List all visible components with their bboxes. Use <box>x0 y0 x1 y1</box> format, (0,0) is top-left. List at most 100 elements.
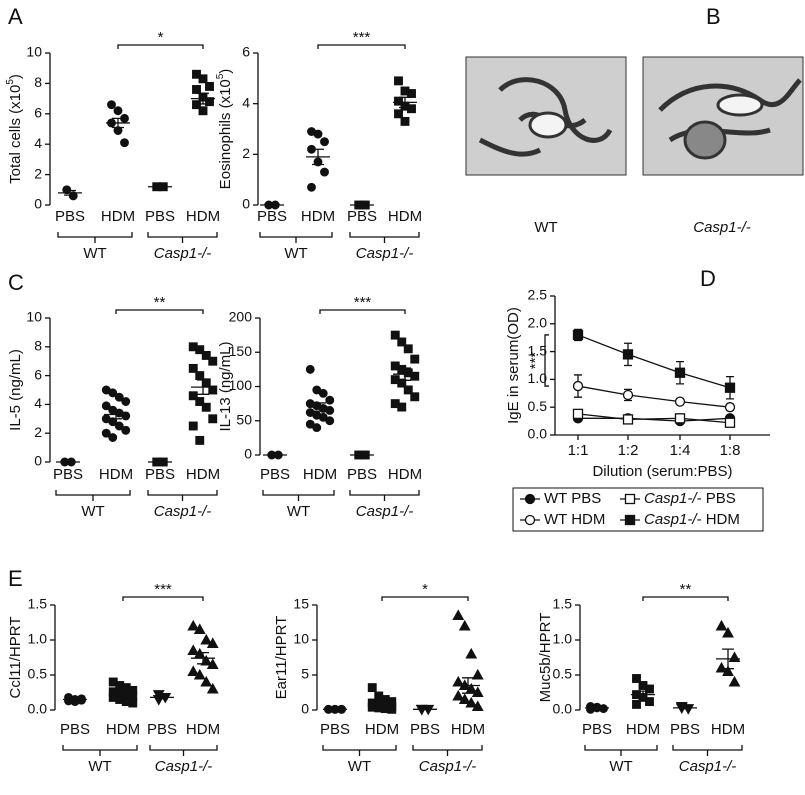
y-axis-label: IL-5 (ng/mL) <box>7 349 24 431</box>
group-bracket <box>322 745 397 756</box>
marker <box>114 392 124 402</box>
group-label: Casp1-/- <box>679 758 737 775</box>
marker <box>188 421 198 431</box>
y-axis-label-part: 5 <box>5 79 16 85</box>
marker <box>187 644 200 655</box>
x-tick-label: PBS <box>410 721 440 738</box>
group-label: WT <box>348 758 371 775</box>
marker <box>205 97 214 107</box>
sem-bar <box>197 651 209 665</box>
marker <box>394 96 403 106</box>
group-bracket <box>262 490 335 501</box>
group-label: Casp1-/- <box>154 503 212 520</box>
marker <box>572 380 584 392</box>
marker <box>465 647 478 659</box>
marker <box>325 416 335 426</box>
series-line <box>577 413 731 424</box>
marker <box>387 704 397 714</box>
marker <box>320 167 329 177</box>
marker <box>572 408 584 420</box>
significance-label: * <box>158 29 164 46</box>
y-tick-label: 0.5 <box>553 666 573 682</box>
y-tick-label: 4 <box>34 135 42 151</box>
y-tick-label: 0.5 <box>528 398 548 414</box>
group-label: Casp1-/- <box>419 758 477 775</box>
image-caption: Casp1-/- <box>693 219 751 236</box>
marker <box>188 363 198 373</box>
y-tick-label: 100 <box>229 377 253 393</box>
y-tick-label: 5 <box>301 666 309 682</box>
marker <box>187 665 200 676</box>
significance-label: ** <box>154 294 166 311</box>
marker <box>394 76 403 86</box>
legend-label: Casp1-/- HDM <box>644 511 740 528</box>
group-bracket <box>584 745 658 756</box>
group-label: WT <box>284 245 307 262</box>
y-tick-label: 0 <box>34 196 42 212</box>
y-tick-label: 4 <box>34 395 42 411</box>
marker <box>458 693 471 704</box>
sem-bar <box>637 690 649 699</box>
marker <box>313 129 323 139</box>
x-tick-label: PBS <box>320 721 350 738</box>
y-tick-label: 0 <box>244 446 252 462</box>
marker <box>195 371 205 381</box>
series-line <box>577 334 731 389</box>
x-tick-label: PBS <box>53 466 83 483</box>
marker <box>632 699 641 709</box>
series-line <box>578 417 731 422</box>
legend-box <box>512 487 764 532</box>
y-tick-label: 0.0 <box>553 701 573 717</box>
marker <box>62 185 72 195</box>
marker <box>645 684 654 694</box>
marker <box>622 349 634 360</box>
marker <box>107 100 116 110</box>
marker <box>200 633 213 645</box>
marker <box>724 417 736 428</box>
marker <box>195 435 205 445</box>
panel-label: A <box>8 4 23 29</box>
marker <box>193 668 206 680</box>
sem-bar <box>312 148 324 166</box>
marker <box>410 354 420 364</box>
marker <box>208 414 218 424</box>
marker <box>715 619 728 631</box>
group-bracket <box>149 745 218 756</box>
y-tick-label: 6 <box>34 105 42 121</box>
marker <box>192 69 201 79</box>
x-tick-label: HDM <box>101 208 135 225</box>
y-tick-label: 150 <box>229 343 253 359</box>
x-tick-label: HDM <box>365 721 399 738</box>
y-tick-label: 10 <box>26 44 42 60</box>
marker <box>113 106 123 116</box>
marker <box>410 392 420 402</box>
marker <box>198 74 208 84</box>
histology-image <box>642 56 804 176</box>
marker <box>318 388 328 398</box>
marker <box>108 388 118 398</box>
marker <box>188 391 198 401</box>
significance-label: *** <box>154 581 172 598</box>
marker <box>192 85 201 94</box>
marker <box>201 350 211 360</box>
legend-label: WT PBS <box>544 490 601 507</box>
y-tick-label: 50 <box>236 411 252 427</box>
panel-label: B <box>706 4 721 29</box>
marker <box>312 423 322 433</box>
group-label: Casp1-/- <box>154 245 212 262</box>
y-tick-label: 1.0 <box>528 370 548 386</box>
y-tick-label: 0.0 <box>528 426 548 442</box>
x-tick-label: PBS <box>257 208 287 225</box>
y-tick-label: 1.0 <box>28 631 48 647</box>
marker <box>200 654 213 666</box>
group-bracket <box>57 232 133 243</box>
significance-bracket <box>122 596 204 601</box>
group-bracket <box>147 490 218 501</box>
marker <box>394 109 403 119</box>
marker <box>325 406 335 415</box>
marker <box>452 675 465 687</box>
marker <box>68 191 78 201</box>
significance-bracket <box>115 309 204 314</box>
marker <box>722 665 734 676</box>
x-tick-label: PBS <box>145 466 175 483</box>
